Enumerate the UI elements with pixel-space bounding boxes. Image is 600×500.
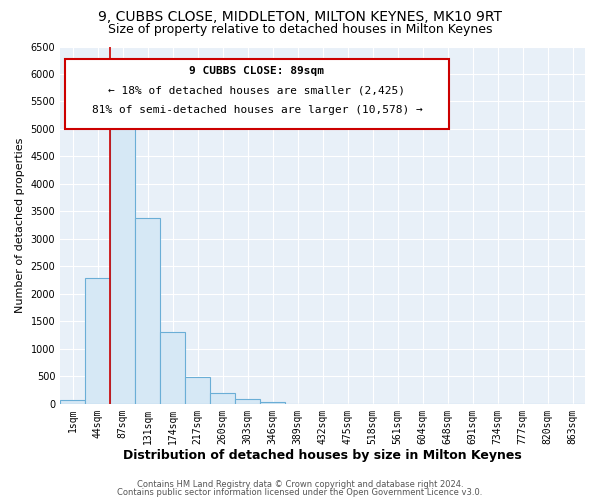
Bar [185, 378, 210, 404]
Text: Size of property relative to detached houses in Milton Keynes: Size of property relative to detached ho… [108, 22, 492, 36]
Text: ← 18% of detached houses are smaller (2,425): ← 18% of detached houses are smaller (2,… [109, 86, 406, 96]
Text: Contains HM Land Registry data © Crown copyright and database right 2024.: Contains HM Land Registry data © Crown c… [137, 480, 463, 489]
Y-axis label: Number of detached properties: Number of detached properties [15, 138, 25, 313]
Bar [110, 104, 135, 404]
X-axis label: Distribution of detached houses by size in Milton Keynes: Distribution of detached houses by size … [123, 450, 522, 462]
Bar [235, 399, 260, 404]
Bar [85, 278, 110, 404]
FancyBboxPatch shape [65, 59, 449, 128]
Bar [135, 218, 160, 404]
Bar [60, 400, 85, 404]
Bar [260, 402, 285, 404]
Text: Contains public sector information licensed under the Open Government Licence v3: Contains public sector information licen… [118, 488, 482, 497]
Text: 81% of semi-detached houses are larger (10,578) →: 81% of semi-detached houses are larger (… [92, 106, 422, 116]
Text: 9, CUBBS CLOSE, MIDDLETON, MILTON KEYNES, MK10 9RT: 9, CUBBS CLOSE, MIDDLETON, MILTON KEYNES… [98, 10, 502, 24]
Bar [160, 332, 185, 404]
Bar [210, 394, 235, 404]
Text: 9 CUBBS CLOSE: 89sqm: 9 CUBBS CLOSE: 89sqm [190, 66, 325, 76]
